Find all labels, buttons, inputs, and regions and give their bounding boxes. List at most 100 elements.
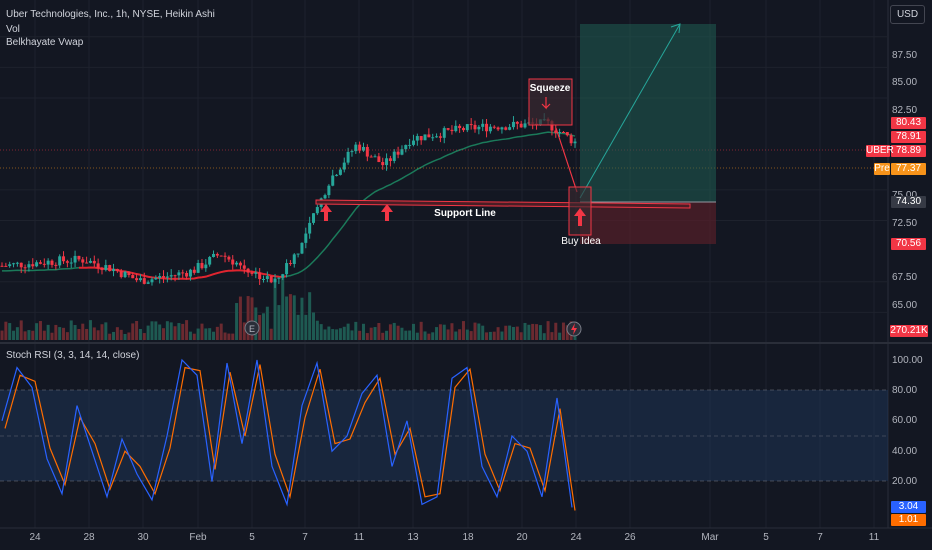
volume-bar — [288, 294, 292, 340]
candle-body — [54, 264, 58, 266]
candle-body — [115, 268, 119, 272]
volume-bar — [469, 331, 473, 340]
candle-body — [288, 263, 292, 265]
candle-body — [408, 144, 412, 146]
volume-bar — [0, 330, 4, 340]
candle-body — [400, 149, 404, 155]
volume-bar — [481, 325, 485, 340]
candle-body — [188, 269, 192, 277]
pre-tag: Pre — [874, 163, 890, 175]
candle-body — [146, 282, 150, 284]
volume-bar — [554, 322, 558, 340]
volume-bar — [492, 331, 496, 340]
symbol-title[interactable]: Uber Technologies, Inc., 1h, NYSE, Heiki… — [6, 9, 215, 20]
earnings-icon[interactable]: E — [244, 320, 260, 336]
volume-bar — [308, 292, 312, 340]
candle-body — [423, 134, 427, 141]
volume-bar — [204, 328, 208, 340]
candle-body — [558, 132, 562, 134]
volume-bar — [538, 325, 542, 340]
squeeze-arrow-icon — [541, 97, 551, 110]
volume-bar — [58, 327, 62, 340]
candle-body — [569, 135, 573, 144]
candle-body — [511, 121, 515, 128]
candle-body — [58, 256, 62, 266]
candle-body — [377, 156, 381, 163]
date-tick: Mar — [701, 532, 719, 543]
candle-body — [158, 276, 162, 278]
volume-bar — [292, 295, 296, 340]
date-tick: 11 — [353, 532, 365, 543]
candle-body — [215, 253, 219, 256]
volume-bar — [515, 326, 519, 340]
volume-bar — [388, 324, 392, 340]
stoch-k-tag: 3.04 — [891, 501, 926, 513]
candle-body — [92, 260, 96, 264]
volume-bar — [415, 332, 419, 340]
candle-body — [35, 262, 39, 267]
date-tick: 24 — [29, 532, 41, 543]
volume-bar — [65, 332, 69, 340]
candle-body — [265, 276, 269, 279]
date-tick: 28 — [83, 532, 95, 543]
volume-bar — [192, 333, 196, 340]
candle-body — [262, 278, 266, 280]
candle-body — [231, 259, 235, 265]
candle-body — [135, 278, 139, 281]
volume-bar — [281, 275, 285, 340]
volume-bar — [135, 320, 139, 340]
volume-bar — [319, 324, 323, 340]
candle-body — [223, 255, 227, 257]
target-zone — [580, 24, 716, 202]
volume-bar — [458, 329, 462, 340]
currency-button[interactable]: USD — [890, 5, 925, 24]
volume-bar — [138, 328, 142, 340]
volume-bar — [77, 328, 81, 340]
volume-bar — [177, 323, 181, 340]
volume-bar — [54, 324, 58, 340]
candle-body — [411, 140, 415, 145]
candle-body — [388, 158, 392, 161]
candle-body — [88, 260, 92, 263]
candle-body — [123, 271, 127, 278]
volume-bar — [450, 323, 454, 340]
stoch-tick: 100.00 — [892, 355, 923, 366]
volume-bar — [246, 296, 250, 340]
down-projection — [555, 127, 578, 193]
volume-bar — [100, 324, 104, 340]
volume-bar — [477, 323, 481, 340]
volume-bar — [196, 328, 200, 340]
volume-indicator-label[interactable]: Vol — [6, 24, 20, 35]
candle-body — [446, 128, 450, 130]
lightning-icon[interactable] — [566, 321, 582, 337]
candle-body — [12, 263, 16, 265]
volume-bar — [358, 330, 362, 340]
volume-bar — [331, 329, 335, 340]
main-grid — [0, 36, 888, 313]
volume-bar — [50, 332, 54, 340]
volume-bar — [169, 322, 173, 340]
candle-body — [23, 267, 27, 269]
date-tick: 13 — [407, 532, 419, 543]
volume-bar — [81, 323, 85, 340]
volume-bar — [146, 325, 150, 340]
candle-body — [461, 128, 465, 131]
volume-bar — [535, 324, 539, 340]
volume-bar — [258, 314, 262, 340]
symbol-tag: UBER — [866, 145, 894, 157]
candle-body — [354, 144, 358, 152]
volume-bar — [208, 328, 212, 340]
candle-body — [204, 264, 208, 269]
volume-bar — [296, 314, 300, 340]
stoch-rsi-label[interactable]: Stoch RSI (3, 3, 14, 14, close) — [6, 350, 140, 361]
stoch-tick: 20.00 — [892, 476, 918, 487]
vwap-indicator-label[interactable]: Belkhayate Vwap — [6, 37, 84, 48]
volume-bar — [327, 326, 331, 340]
candle-body — [62, 256, 66, 262]
volume-bar — [127, 332, 131, 340]
volume-bar — [62, 327, 66, 340]
volume-bar — [546, 321, 550, 340]
stoch-k-line — [1, 358, 573, 508]
date-tick: 24 — [570, 532, 582, 543]
